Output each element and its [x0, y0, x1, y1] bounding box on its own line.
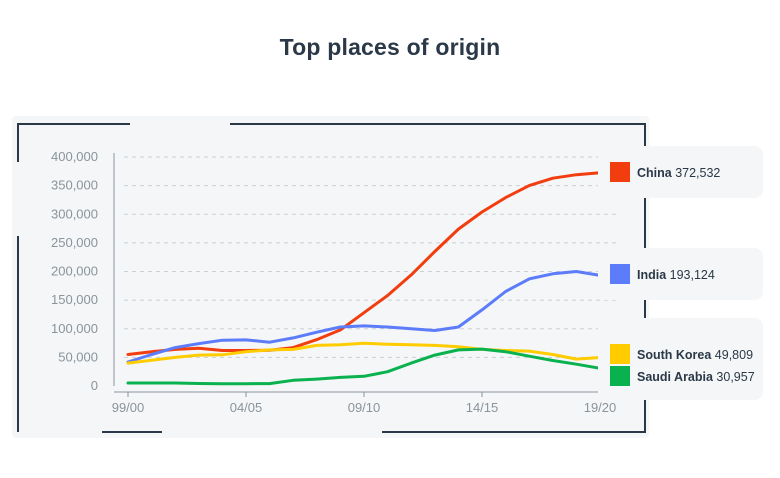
y-tick-label: 300,000	[51, 206, 98, 221]
series-line-india	[126, 270, 602, 364]
y-tick-label: 100,000	[51, 321, 98, 336]
x-tick-label: 04/05	[230, 400, 263, 415]
chart-title: Top places of origin	[279, 34, 501, 60]
chart-panel: 400,000 350,000 300,000 250,000 200,000 150,0…	[12, 116, 649, 438]
y-tick-label: 50,000	[58, 349, 98, 364]
y-tick-label: 250,000	[51, 235, 98, 250]
frame-segment	[17, 123, 130, 162]
y-tick-label: 400,000	[51, 149, 98, 164]
legend-card-india	[598, 248, 763, 300]
series-line-saudi-arabia	[126, 347, 602, 386]
y-tick-label: 200,000	[51, 264, 98, 279]
x-tick-label: 09/10	[348, 400, 381, 415]
y-tick-label: 0	[91, 378, 98, 393]
line-chart: 400,000 350,000 300,000 250,000 200,000 150,0…	[17, 123, 646, 433]
y-tick-label: 150,000	[51, 292, 98, 307]
legend-card-south-korea-saudi-arabia	[598, 318, 763, 400]
x-tick-label: 14/15	[466, 400, 499, 415]
frame-segment	[230, 123, 646, 433]
x-tick-label: 19/20	[584, 400, 617, 415]
legend-card-china	[598, 146, 763, 198]
series-line-south-korea	[126, 341, 602, 365]
x-tick-label: 99/00	[112, 400, 145, 415]
y-tick-label: 350,000	[51, 178, 98, 193]
series-line-china	[126, 171, 602, 356]
